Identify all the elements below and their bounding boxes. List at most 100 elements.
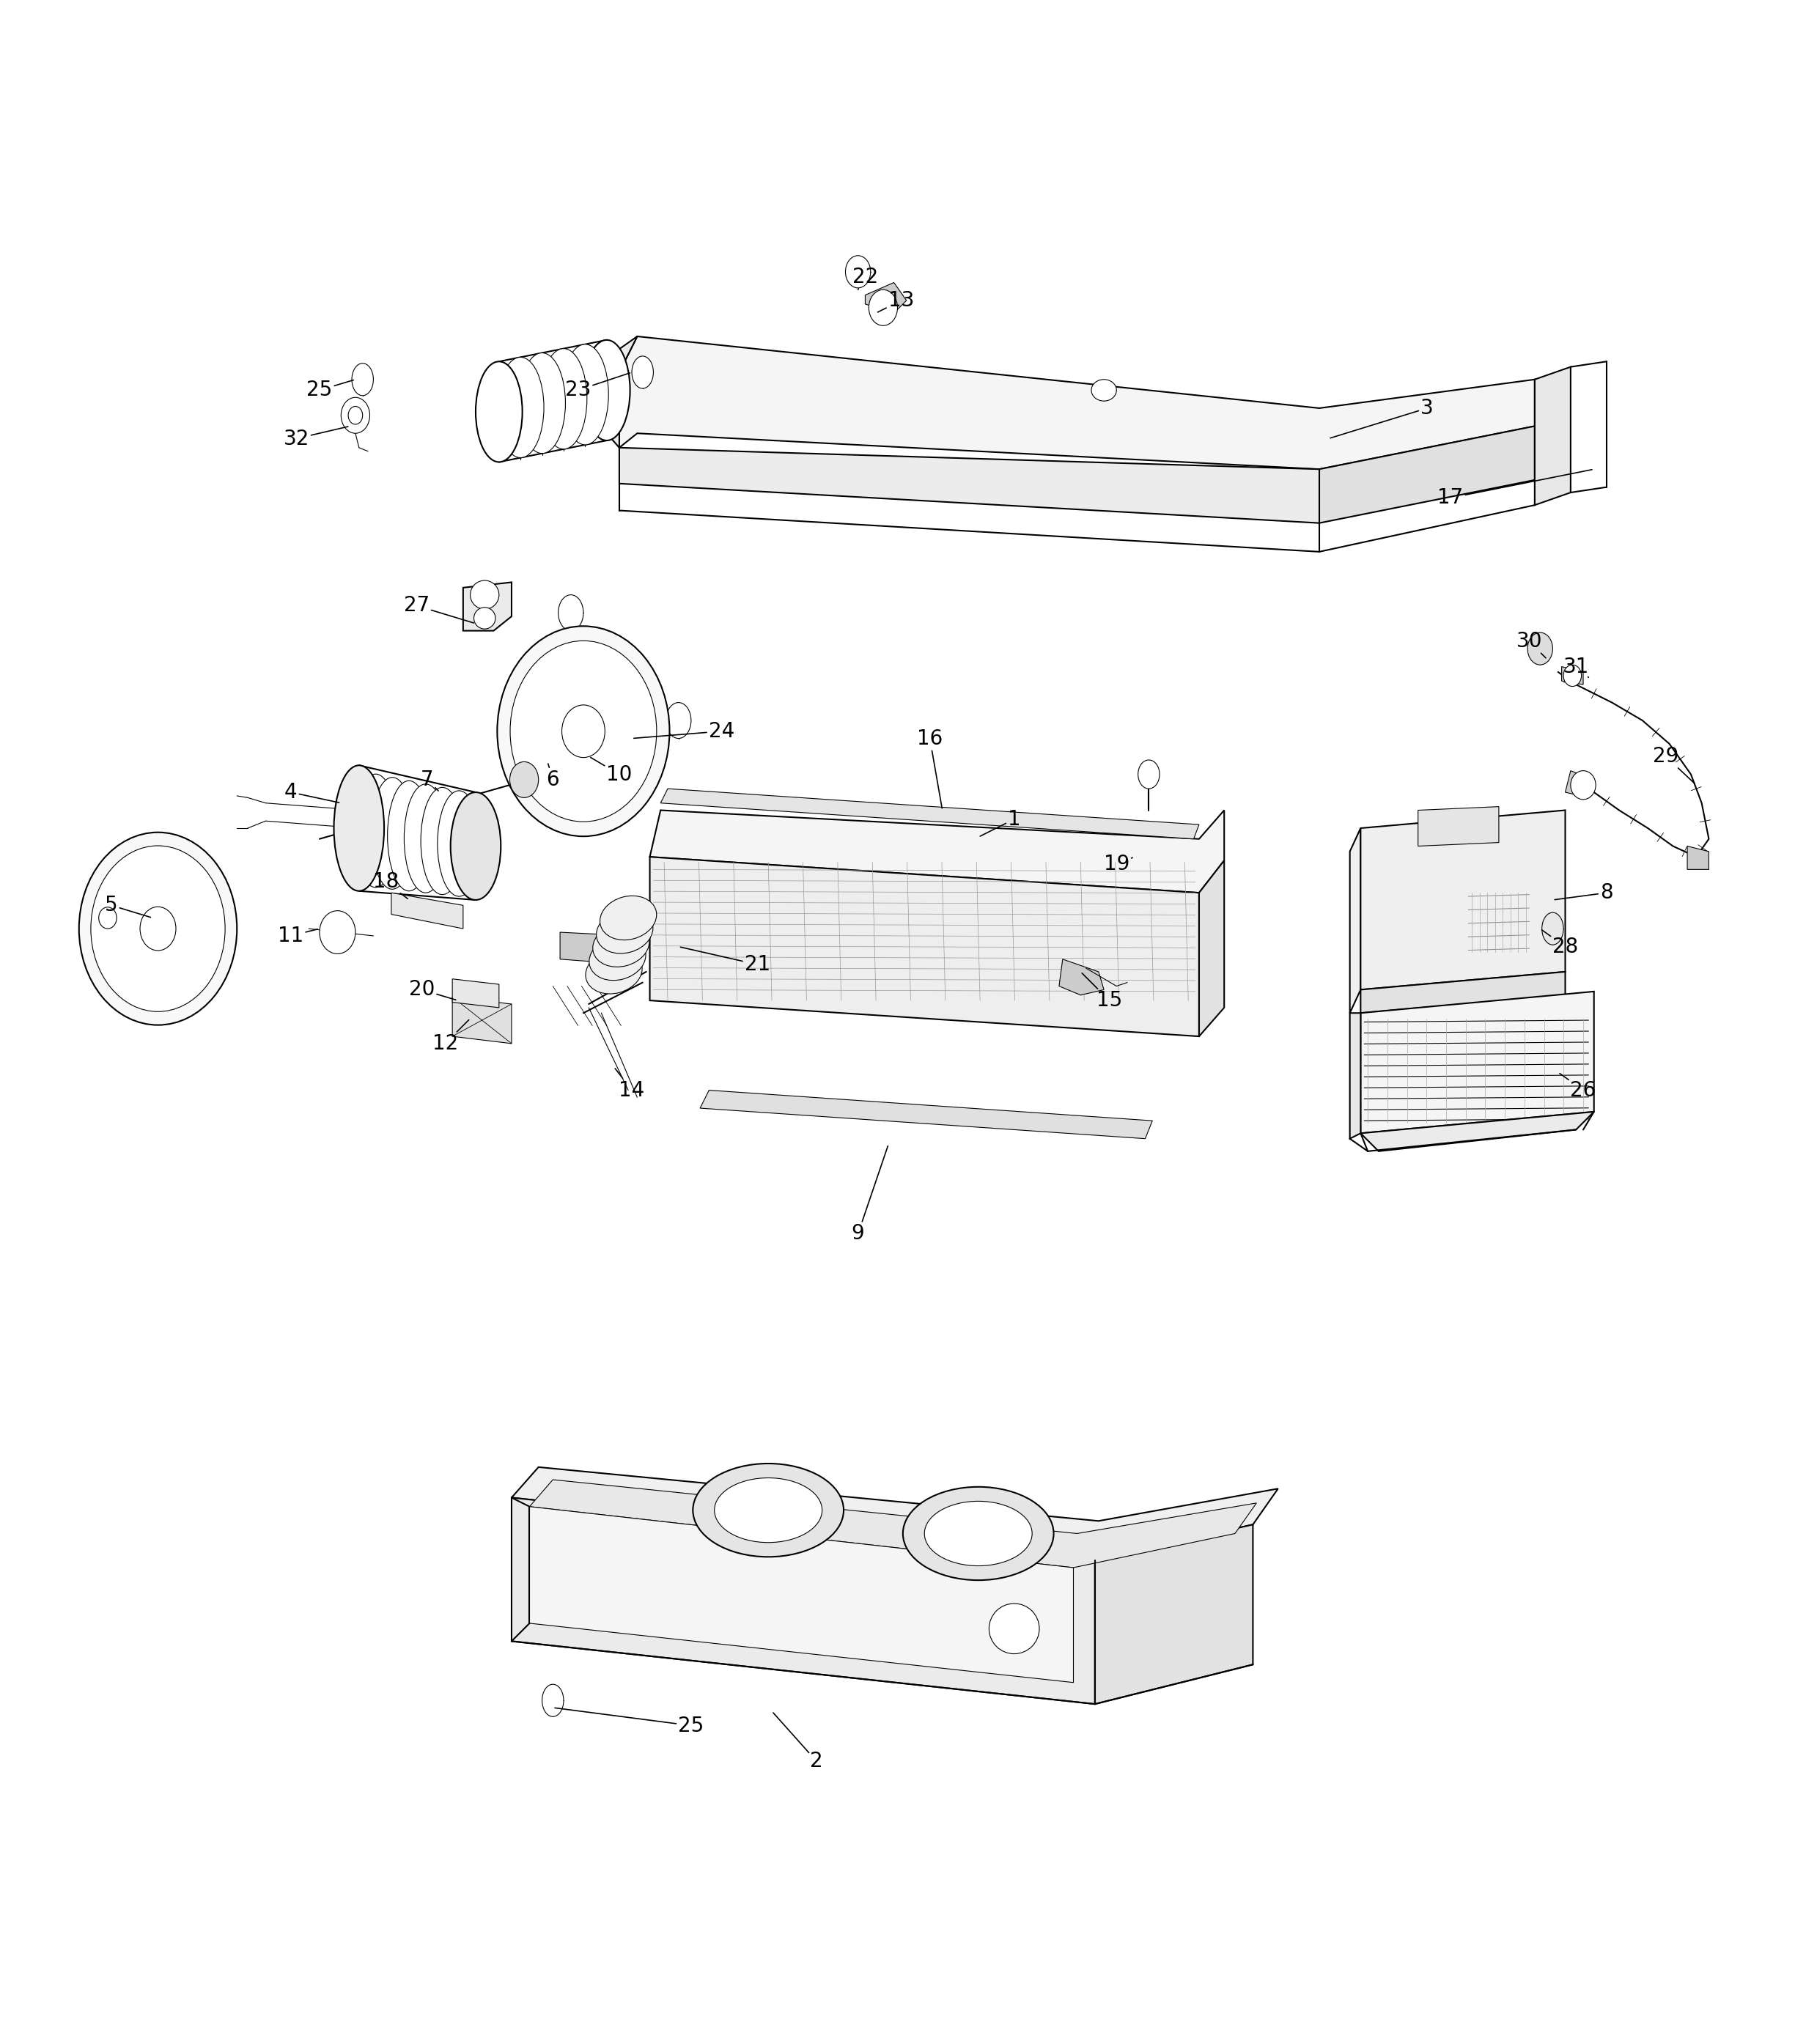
Ellipse shape	[474, 607, 495, 630]
Ellipse shape	[348, 407, 363, 425]
Polygon shape	[512, 1498, 1095, 1705]
Ellipse shape	[334, 764, 384, 891]
Polygon shape	[560, 932, 632, 965]
Ellipse shape	[451, 793, 501, 899]
Text: 25: 25	[555, 1709, 704, 1735]
Ellipse shape	[558, 595, 583, 632]
Ellipse shape	[869, 290, 898, 325]
Text: 32: 32	[284, 427, 348, 450]
Text: 31: 31	[1563, 656, 1589, 677]
Ellipse shape	[337, 771, 381, 885]
Polygon shape	[1350, 1014, 1361, 1139]
Text: 11: 11	[278, 926, 318, 946]
Ellipse shape	[585, 950, 643, 993]
Text: 24: 24	[634, 722, 734, 742]
Polygon shape	[1350, 828, 1361, 1014]
Text: 29: 29	[1653, 746, 1694, 783]
Ellipse shape	[562, 705, 605, 758]
Ellipse shape	[438, 791, 481, 897]
Text: 18: 18	[373, 871, 407, 899]
Polygon shape	[661, 789, 1199, 838]
Ellipse shape	[140, 908, 176, 950]
Polygon shape	[530, 1506, 1073, 1682]
Ellipse shape	[666, 703, 691, 738]
Text: 27: 27	[404, 595, 474, 623]
Text: 15: 15	[1082, 973, 1122, 1010]
Polygon shape	[1361, 991, 1594, 1132]
Ellipse shape	[562, 343, 609, 446]
Ellipse shape	[404, 785, 447, 893]
Ellipse shape	[388, 781, 431, 891]
Polygon shape	[452, 979, 499, 1008]
Text: 26: 26	[1560, 1073, 1596, 1100]
Ellipse shape	[1138, 760, 1160, 789]
Polygon shape	[530, 1480, 1256, 1568]
Ellipse shape	[714, 1478, 822, 1543]
Text: 3: 3	[1330, 399, 1434, 437]
Ellipse shape	[596, 910, 653, 953]
Polygon shape	[650, 856, 1199, 1036]
Text: 13: 13	[878, 290, 914, 313]
Ellipse shape	[583, 339, 630, 439]
Text: 17: 17	[1438, 470, 1592, 509]
Ellipse shape	[92, 846, 224, 1012]
Text: 1: 1	[980, 809, 1021, 836]
Ellipse shape	[372, 777, 415, 889]
Polygon shape	[1199, 861, 1224, 1036]
Ellipse shape	[497, 358, 544, 458]
Polygon shape	[607, 337, 637, 448]
Text: 2: 2	[774, 1713, 824, 1772]
Ellipse shape	[1571, 771, 1596, 799]
Ellipse shape	[693, 1464, 844, 1558]
Text: 30: 30	[1517, 632, 1545, 658]
Polygon shape	[1562, 666, 1583, 685]
Text: 5: 5	[104, 895, 151, 918]
Text: 25: 25	[307, 380, 354, 401]
Ellipse shape	[470, 580, 499, 609]
Ellipse shape	[341, 397, 370, 433]
Polygon shape	[452, 997, 512, 1044]
Text: 6: 6	[546, 764, 560, 789]
Ellipse shape	[592, 922, 650, 967]
Text: 20: 20	[409, 979, 456, 1000]
Polygon shape	[391, 893, 463, 928]
Polygon shape	[619, 448, 1319, 523]
Polygon shape	[700, 1089, 1152, 1139]
Ellipse shape	[320, 912, 355, 955]
Ellipse shape	[99, 908, 117, 928]
Polygon shape	[1361, 971, 1565, 1014]
Ellipse shape	[1563, 664, 1581, 687]
Ellipse shape	[540, 350, 587, 450]
Ellipse shape	[542, 1684, 564, 1717]
Ellipse shape	[497, 625, 670, 836]
Text: 14: 14	[616, 1069, 644, 1100]
Text: 19: 19	[1104, 854, 1133, 875]
Polygon shape	[619, 337, 1535, 470]
Ellipse shape	[924, 1500, 1032, 1566]
Polygon shape	[1361, 1112, 1594, 1151]
Ellipse shape	[632, 356, 653, 388]
Ellipse shape	[519, 354, 565, 454]
Polygon shape	[650, 809, 1224, 893]
Polygon shape	[1687, 846, 1709, 869]
Ellipse shape	[510, 640, 657, 822]
Ellipse shape	[354, 775, 397, 887]
Text: 9: 9	[851, 1147, 889, 1245]
Text: 7: 7	[420, 769, 438, 791]
Text: 28: 28	[1542, 930, 1578, 957]
Ellipse shape	[510, 762, 538, 797]
Text: 12: 12	[433, 1020, 468, 1055]
Polygon shape	[1418, 807, 1499, 846]
Text: 16: 16	[917, 728, 942, 807]
Ellipse shape	[589, 936, 646, 981]
Text: 8: 8	[1554, 883, 1614, 903]
Text: 10: 10	[591, 758, 632, 785]
Ellipse shape	[352, 364, 373, 397]
Polygon shape	[1095, 1525, 1253, 1705]
Ellipse shape	[1528, 632, 1553, 664]
Ellipse shape	[600, 895, 657, 940]
Ellipse shape	[79, 832, 237, 1024]
Text: 23: 23	[565, 372, 630, 401]
Polygon shape	[1361, 809, 1565, 989]
Polygon shape	[1319, 425, 1535, 523]
